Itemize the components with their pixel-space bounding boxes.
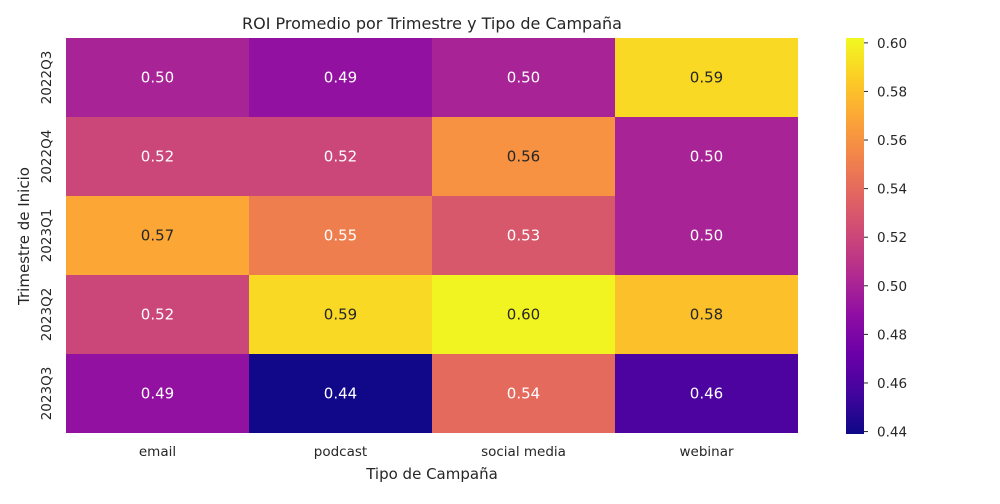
- cell-value-label: 0.50: [690, 148, 723, 166]
- heatmap-cell: [249, 354, 432, 433]
- heatmap-cell: [249, 38, 432, 117]
- x-tick-label: email: [139, 444, 176, 460]
- y-tick-label: 2022Q3: [39, 51, 55, 105]
- heatmap-cell: [432, 354, 615, 433]
- colorbar-tick-label: 0.44: [877, 425, 907, 441]
- heatmap-cell: [615, 117, 798, 196]
- cell-value-label: 0.54: [507, 385, 540, 403]
- cell-value-label: 0.52: [141, 306, 174, 324]
- cell-value-label: 0.44: [324, 385, 357, 403]
- heatmap-cell: [249, 117, 432, 196]
- cell-value-label: 0.50: [507, 69, 540, 87]
- cell-value-label: 0.53: [507, 227, 540, 245]
- cell-value-label: 0.49: [324, 69, 357, 87]
- heatmap-cell: [615, 354, 798, 433]
- colorbar-tick-label: 0.46: [877, 376, 907, 392]
- x-axis-ticks: email podcast social media webinar: [139, 444, 734, 460]
- y-tick-label: 2022Q4: [39, 130, 55, 184]
- cell-value-label: 0.50: [141, 69, 174, 87]
- heatmap-cell: [66, 354, 249, 433]
- cell-value-label: 0.50: [690, 227, 723, 245]
- heatmap-cells: 0.50 0.49 0.50 0.59 0.52 0.52 0.56 0.50 0.57 0.55…: [66, 38, 798, 433]
- colorbar-tick-label: 0.58: [877, 84, 907, 100]
- y-tick-label: 2023Q1: [39, 209, 55, 263]
- heatmap-cell: [432, 275, 615, 354]
- heatmap-cell: [66, 275, 249, 354]
- heatmap-cell: [432, 38, 615, 117]
- x-tick-label: webinar: [679, 444, 733, 460]
- cell-value-label: 0.52: [324, 148, 357, 166]
- colorbar-ticks: 0.44 0.46 0.48 0.50 0.52 0.54 0.56 0.58 0.60: [864, 36, 907, 441]
- cell-value-label: 0.56: [507, 148, 540, 166]
- colorbar-tick-label: 0.48: [877, 327, 907, 343]
- colorbar-tick-label: 0.50: [877, 279, 907, 295]
- heatmap-cell: [66, 38, 249, 117]
- heatmap-cell: [249, 275, 432, 354]
- cell-value-label: 0.46: [690, 385, 723, 403]
- heatmap-cell: [432, 196, 615, 275]
- cell-value-label: 0.59: [690, 69, 723, 87]
- heatmap-cell: [66, 196, 249, 275]
- cell-value-label: 0.55: [324, 227, 357, 245]
- heatmap-cell: [249, 196, 432, 275]
- colorbar-tick-label: 0.52: [877, 230, 907, 246]
- colorbar: [846, 38, 864, 434]
- cell-value-label: 0.52: [141, 148, 174, 166]
- heatmap-cell: [615, 196, 798, 275]
- y-axis-ticks: 2022Q3 2022Q4 2023Q1 2023Q2 2023Q3: [39, 51, 55, 421]
- heatmap-cell: [432, 117, 615, 196]
- x-tick-label: podcast: [314, 444, 367, 460]
- cell-value-label: 0.58: [690, 306, 723, 324]
- cell-value-label: 0.49: [141, 385, 174, 403]
- colorbar-tick-label: 0.54: [877, 182, 907, 198]
- heatmap-cell: [615, 38, 798, 117]
- cell-value-label: 0.59: [324, 306, 357, 324]
- x-tick-label: social media: [481, 444, 566, 460]
- chart-title: ROI Promedio por Trimestre y Tipo de Cam…: [242, 14, 622, 33]
- y-tick-label: 2023Q3: [39, 367, 55, 421]
- cell-value-label: 0.60: [507, 306, 540, 324]
- y-axis-label: Trimestre de Inicio: [15, 167, 33, 306]
- heatmap-cell: [615, 275, 798, 354]
- heatmap-cell: [66, 117, 249, 196]
- x-axis-label: Tipo de Campaña: [365, 465, 498, 483]
- colorbar-tick-label: 0.56: [877, 133, 907, 149]
- colorbar-tick-label: 0.60: [877, 36, 907, 52]
- cell-value-label: 0.57: [141, 227, 174, 245]
- y-tick-label: 2023Q2: [39, 288, 55, 342]
